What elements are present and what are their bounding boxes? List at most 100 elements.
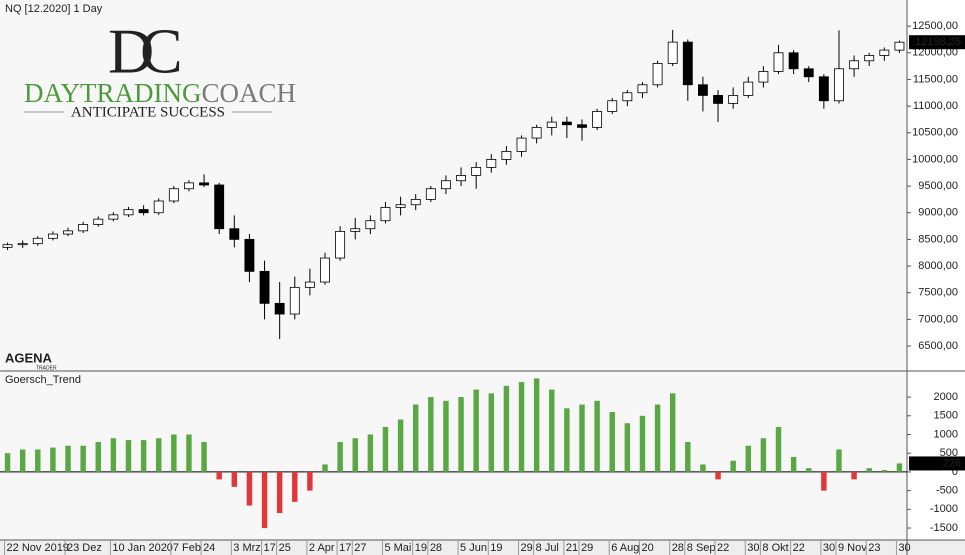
y-tick-label: 10500,00	[912, 127, 958, 139]
y-tick-label: 12000,00	[912, 47, 958, 59]
candle-body	[168, 188, 179, 202]
candle-body	[622, 92, 633, 102]
x-tick-label: 22	[717, 542, 729, 554]
y-tick-label: 9500,00	[918, 180, 958, 192]
x-tick-label: 25	[279, 542, 291, 554]
bar	[80, 445, 86, 472]
x-axis-band	[0, 540, 965, 555]
logo-c: C	[140, 16, 183, 87]
y-tick-label: 8500,00	[918, 233, 958, 245]
y-tick-label: 1000	[934, 428, 958, 440]
bar	[806, 468, 812, 472]
indicator-title: Goersch_Trend	[5, 374, 81, 386]
bar	[745, 445, 751, 472]
candle-body	[304, 281, 315, 288]
candle-body	[108, 214, 119, 220]
bar	[669, 393, 676, 472]
candle-body	[274, 302, 285, 315]
y-tick-label: 12500,00	[912, 20, 958, 32]
x-tick-label: 7 Feb	[173, 542, 201, 554]
y-tick-label: -500	[936, 485, 958, 497]
bar	[382, 427, 389, 472]
bar	[836, 449, 842, 472]
candle-body	[93, 218, 104, 225]
bar	[4, 453, 11, 472]
candle-body	[516, 137, 527, 152]
logo-brand-coach: COACH	[202, 78, 297, 108]
candle-body	[425, 188, 436, 200]
candle-body	[441, 180, 451, 190]
bar	[443, 400, 449, 472]
bar	[760, 438, 767, 472]
x-tick-label: 10 Jan 2020	[112, 542, 173, 554]
candle-body	[32, 237, 43, 245]
logo-brand-day: DAYTRADING	[24, 78, 202, 108]
candle-body	[2, 244, 13, 248]
bar	[896, 463, 903, 472]
candle-body	[728, 95, 739, 104]
chart-title: NQ [12.2020] 1 Day	[5, 3, 103, 15]
candle-body	[894, 41, 905, 51]
candle-body	[788, 52, 799, 70]
y-tick-label: 9000,00	[918, 207, 958, 219]
bar	[775, 427, 782, 472]
candle-body	[47, 233, 58, 239]
candle-body	[350, 228, 361, 232]
bar	[458, 397, 464, 472]
bar	[428, 397, 434, 472]
bar	[851, 471, 857, 480]
y-tick-label: 11500,00	[913, 73, 958, 85]
candle-body	[667, 41, 678, 64]
bar	[654, 404, 661, 472]
bar	[186, 434, 192, 472]
y-tick-label: -1000	[930, 503, 958, 515]
bar	[821, 471, 827, 491]
x-tick-label: 30	[747, 542, 759, 554]
bar	[19, 449, 26, 472]
bar	[624, 423, 631, 472]
bar	[700, 464, 706, 472]
bar	[171, 434, 177, 472]
x-tick-label: 5 Jun	[460, 542, 487, 554]
candle-body	[199, 182, 210, 186]
bar	[231, 471, 238, 487]
logo-tagline: ANTICIPATE SUCCESS	[71, 104, 225, 120]
bar	[730, 460, 736, 472]
bar	[337, 441, 343, 472]
agena-sub: TRADER	[36, 365, 57, 371]
candle-body	[244, 238, 255, 272]
candle-body	[577, 124, 587, 128]
x-tick-label: 22 Nov 2019	[7, 542, 69, 554]
x-tick-label: 29	[581, 542, 593, 554]
agena-logo: AGENA TRADER	[5, 350, 57, 371]
bar	[322, 464, 328, 472]
x-tick-label: 9 Nov	[838, 542, 867, 554]
candle-body	[471, 167, 482, 176]
bar	[65, 445, 71, 472]
bar	[246, 471, 253, 506]
logo-d: D	[108, 16, 154, 87]
bar	[156, 438, 162, 472]
bar	[518, 382, 525, 472]
bar	[397, 419, 404, 472]
candle-body	[803, 68, 814, 78]
last-value-box	[909, 456, 965, 471]
bar	[866, 468, 872, 472]
x-tick-label: 6 Aug	[611, 542, 639, 554]
bar	[95, 441, 101, 472]
y-tick-label: -1500	[930, 522, 958, 534]
x-tick-label: 8 Okt	[762, 542, 788, 554]
candle-body	[153, 200, 164, 214]
x-tick-label: 28	[430, 542, 442, 554]
bar	[579, 404, 585, 472]
y-tick-label: 2000	[934, 391, 958, 403]
candle-body	[849, 60, 860, 70]
x-tick-label: 30	[823, 542, 835, 554]
y-tick-label: 7500,00	[918, 287, 958, 299]
x-tick-label: 20	[641, 542, 653, 554]
bar	[352, 438, 358, 472]
candle-body	[123, 209, 134, 216]
candle-body	[713, 95, 723, 104]
last-value-label: 226	[943, 457, 961, 469]
bar	[50, 447, 56, 472]
